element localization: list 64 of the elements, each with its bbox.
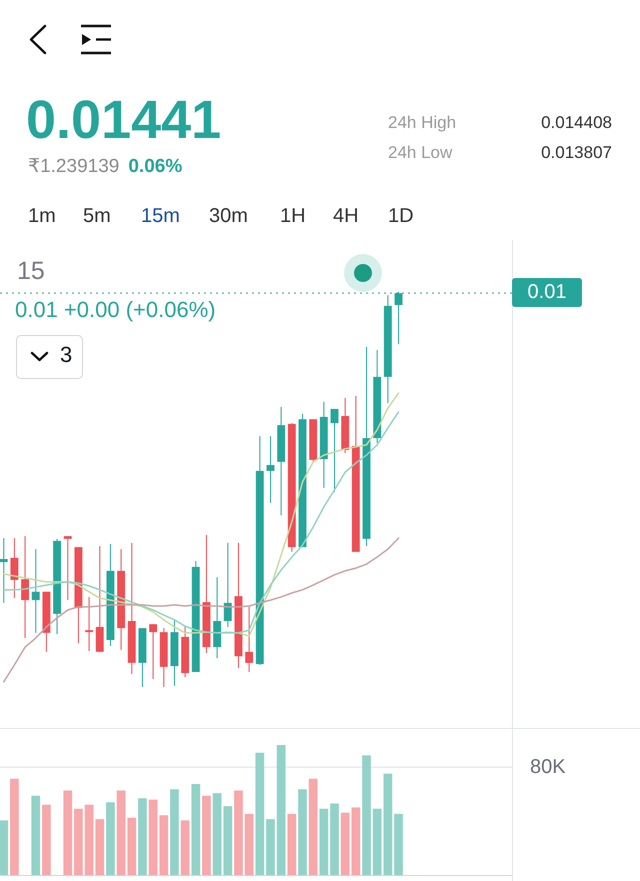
bar — [42, 804, 51, 875]
text: 0.014408 — [541, 113, 612, 132]
text: 1D — [388, 205, 414, 227]
bar — [266, 819, 275, 875]
bar — [116, 790, 126, 875]
candlestick — [266, 436, 274, 504]
text: 0.06% — [128, 156, 182, 177]
text: 5m — [83, 205, 111, 227]
text: 0.013807 — [541, 143, 612, 162]
bar — [319, 808, 328, 875]
bar — [170, 789, 179, 875]
bar — [308, 778, 318, 875]
bar — [191, 784, 200, 875]
bar — [95, 819, 104, 875]
bar — [255, 752, 264, 875]
text: ₹1.239139 — [28, 156, 120, 177]
bar — [159, 815, 168, 875]
bar — [106, 802, 115, 875]
candlestick — [330, 408, 338, 492]
candlestick — [85, 596, 94, 652]
bar — [0, 820, 8, 875]
annotation: 0.01 +0.00 (+0.06%) — [15, 297, 216, 322]
bar — [63, 790, 72, 875]
candlestick — [32, 548, 40, 634]
bar — [223, 806, 232, 875]
text: 1m — [28, 205, 56, 227]
bar — [362, 755, 371, 875]
bar — [372, 808, 382, 875]
text: 0.01 — [512, 278, 582, 307]
bar — [180, 820, 190, 875]
bar — [394, 814, 403, 875]
candlestick — [21, 536, 30, 639]
candlestick — [0, 538, 8, 604]
bar — [330, 804, 339, 875]
candlestick — [224, 542, 232, 628]
candlestick — [64, 536, 72, 601]
text: 0.01441 — [26, 90, 222, 150]
bar — [138, 798, 147, 875]
candlestick — [245, 606, 254, 672]
bar — [287, 814, 296, 875]
annotation: 3 — [60, 342, 72, 367]
bar — [31, 796, 40, 875]
candlestick — [149, 624, 158, 680]
text: 4H — [333, 205, 359, 227]
bar — [127, 818, 136, 875]
bar — [212, 793, 222, 875]
bar — [276, 745, 286, 875]
bar — [244, 814, 254, 875]
bar — [10, 778, 19, 875]
text: 15m — [141, 205, 180, 227]
text: 15 — [17, 257, 45, 285]
bar — [148, 800, 158, 875]
bar — [383, 774, 392, 875]
bar — [351, 807, 360, 875]
text: 1H — [280, 205, 306, 227]
bar — [340, 812, 350, 875]
text: 30m — [209, 205, 248, 227]
ref-line-label: 80K — [530, 756, 566, 778]
bar — [202, 796, 211, 875]
text: 24h Low — [388, 143, 452, 162]
bar — [234, 790, 243, 875]
bar — [298, 789, 307, 875]
text: 24h High — [388, 113, 456, 132]
candlestick — [10, 538, 18, 599]
